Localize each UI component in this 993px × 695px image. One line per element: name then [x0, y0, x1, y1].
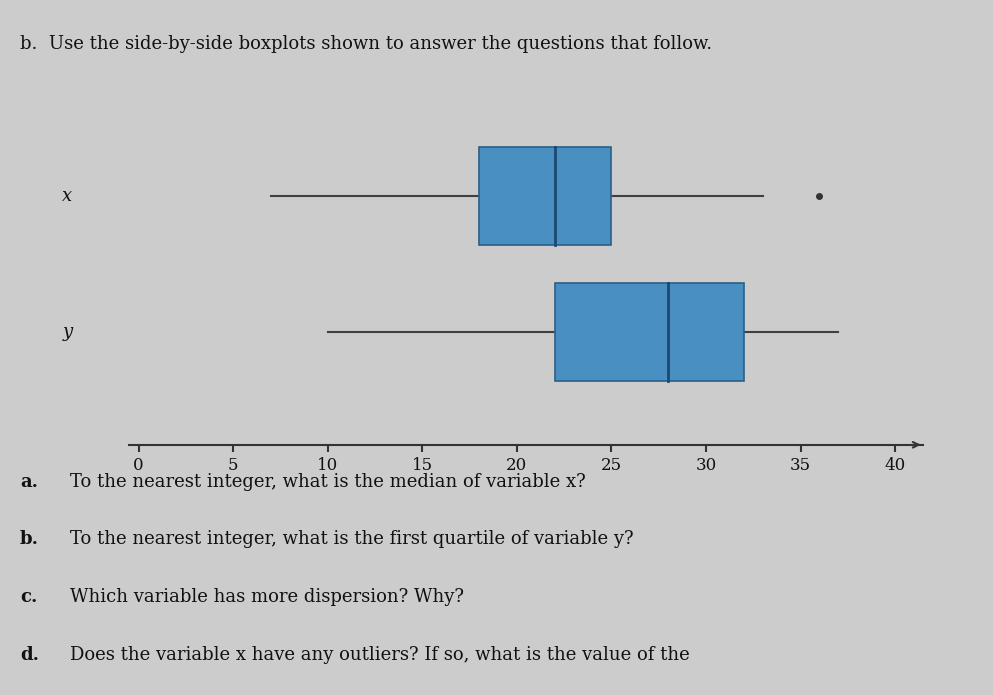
Text: b.: b.: [20, 530, 39, 548]
Text: y: y: [63, 323, 72, 341]
Text: To the nearest integer, what is the first quartile of variable y?: To the nearest integer, what is the firs…: [70, 530, 634, 548]
Text: Which variable has more dispersion? Why?: Which variable has more dispersion? Why?: [70, 588, 464, 606]
Text: d.: d.: [20, 646, 39, 664]
Text: b.  Use the side-by-side boxplots shown to answer the questions that follow.: b. Use the side-by-side boxplots shown t…: [20, 35, 712, 53]
Text: c.: c.: [20, 588, 37, 606]
Text: Does the variable x have any outliers? If so, what is the value of the: Does the variable x have any outliers? I…: [70, 646, 689, 664]
Bar: [555, 283, 744, 381]
Text: x: x: [63, 188, 72, 205]
Text: To the nearest integer, what is the median of variable x?: To the nearest integer, what is the medi…: [70, 473, 585, 491]
Text: a.: a.: [20, 473, 38, 491]
Bar: [479, 147, 612, 245]
